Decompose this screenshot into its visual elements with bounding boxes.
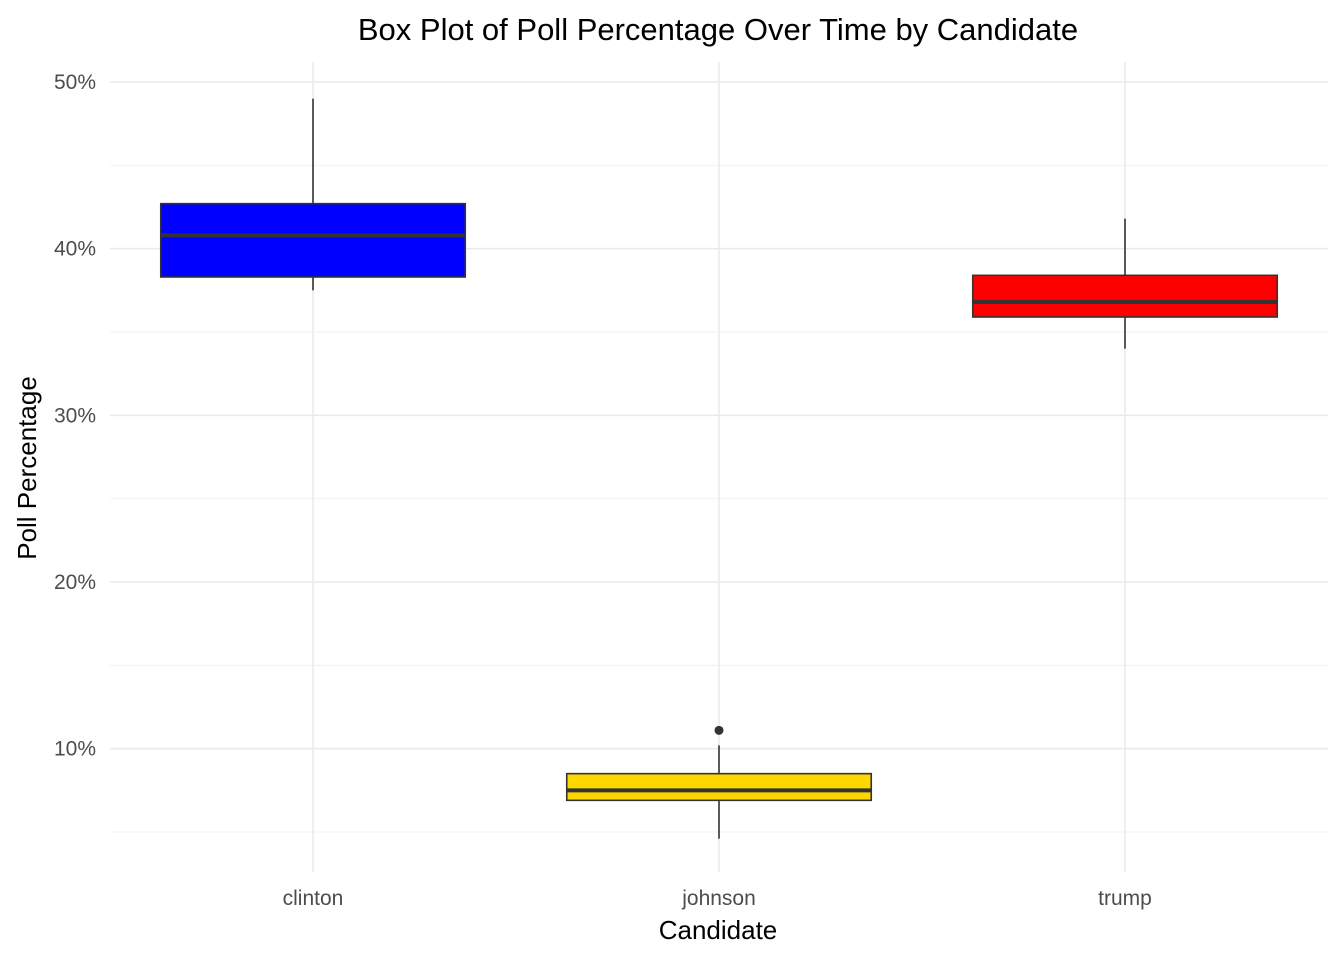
box-layer xyxy=(159,98,1279,839)
box-iqr-johnson xyxy=(565,772,873,802)
x-tick-label-trump: trump xyxy=(1098,887,1152,910)
axis-labels: 10% 20% 30% 40% 50% clinton johnson trump xyxy=(54,71,1152,910)
box-clinton xyxy=(159,98,467,291)
box-iqr-trump xyxy=(971,274,1279,318)
y-axis-title: Poll Percentage xyxy=(12,376,42,560)
x-tick-label-johnson: johnson xyxy=(681,887,756,910)
y-tick-label: 40% xyxy=(54,238,96,261)
x-tick-label-clinton: clinton xyxy=(283,887,344,910)
box-trump xyxy=(971,218,1279,349)
box-iqr-clinton xyxy=(159,202,467,278)
y-tick-label: 20% xyxy=(54,571,96,594)
box-johnson xyxy=(565,725,873,839)
y-tick-label: 30% xyxy=(54,404,96,427)
y-tick-label: 10% xyxy=(54,738,96,761)
outlier-point-johnson-0 xyxy=(714,725,724,735)
y-tick-label: 50% xyxy=(54,71,96,94)
chart-title: Box Plot of Poll Percentage Over Time by… xyxy=(358,12,1078,47)
x-axis-title: Candidate xyxy=(659,915,778,945)
